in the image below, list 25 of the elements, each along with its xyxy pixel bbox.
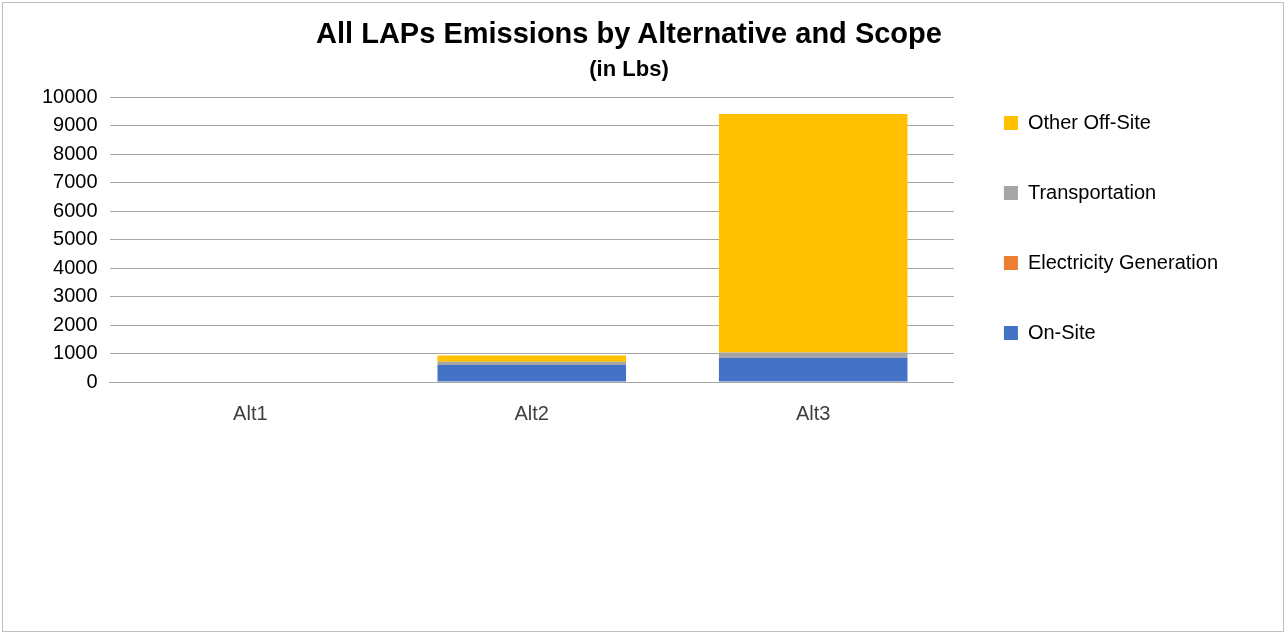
x-tick-label: Alt3 [795, 401, 831, 424]
chart-title: All LAPs Emissions by Alternative and Scope [316, 17, 942, 50]
y-tick-label: 10000 [41, 84, 98, 107]
x-tick-label: Alt2 [514, 401, 549, 424]
y-tick-label: 1000 [53, 341, 98, 364]
legend-label: Other Off-Site [1027, 110, 1151, 133]
x-tick-label: Alt1 [233, 401, 268, 424]
bar [437, 355, 627, 362]
y-tick-label: 4000 [53, 255, 98, 278]
bar [437, 361, 627, 365]
y-tick-label: 5000 [53, 227, 98, 250]
legend-label: Transportation [1027, 180, 1157, 203]
y-tick-label: 2000 [53, 312, 98, 335]
y-tick-label: 9000 [53, 113, 98, 136]
chart-subtitle: (in Lbs) [589, 56, 669, 82]
bar [718, 114, 908, 353]
y-tick-label: 8000 [53, 141, 98, 164]
bar [718, 357, 908, 382]
y-tick-label: 7000 [53, 170, 98, 193]
bar [437, 364, 627, 382]
y-tick-label: 6000 [53, 198, 98, 221]
legend-label: On-Site [1027, 320, 1096, 343]
y-tick-label: 3000 [53, 284, 98, 307]
y-tick-label: 0 [86, 369, 98, 392]
legend-label: Electricity Generation [1027, 250, 1218, 273]
